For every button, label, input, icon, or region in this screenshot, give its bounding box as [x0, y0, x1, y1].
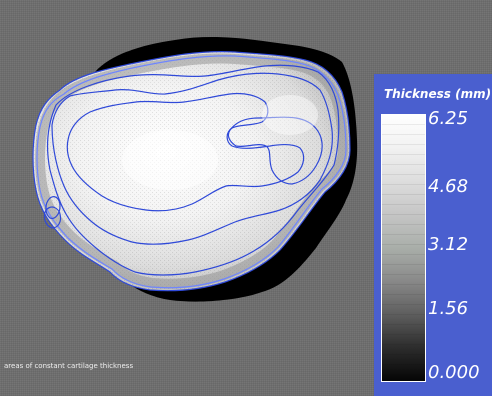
- surface-rim-band: [35, 53, 349, 289]
- surface-highlight: [262, 95, 318, 135]
- contour-line: [66, 92, 305, 212]
- contour-line: [43, 206, 62, 229]
- contour-line: [51, 72, 333, 245]
- contour-line: [227, 116, 323, 185]
- legend-tick-low: 1.56: [428, 298, 469, 319]
- render-caption: areas of constant cartilage thickness: [4, 362, 134, 370]
- legend-tick-min: 0.000: [428, 362, 480, 383]
- thickness-legend: Thickness (mm) 6.25 4.68 3.12 1.56 0.000: [374, 74, 492, 396]
- thickness-colorbar: [381, 114, 426, 382]
- surface-highlight: [122, 130, 218, 190]
- contour-line: [32, 51, 351, 292]
- legend-tick-mid: 3.12: [428, 234, 469, 255]
- legend-title: Thickness (mm): [384, 87, 492, 101]
- contour-line: [46, 64, 340, 276]
- contour-line: [45, 196, 61, 219]
- legend-tick-high: 4.68: [428, 176, 469, 197]
- legend-tick-max: 6.25: [428, 108, 469, 129]
- contour-line: [36, 55, 347, 289]
